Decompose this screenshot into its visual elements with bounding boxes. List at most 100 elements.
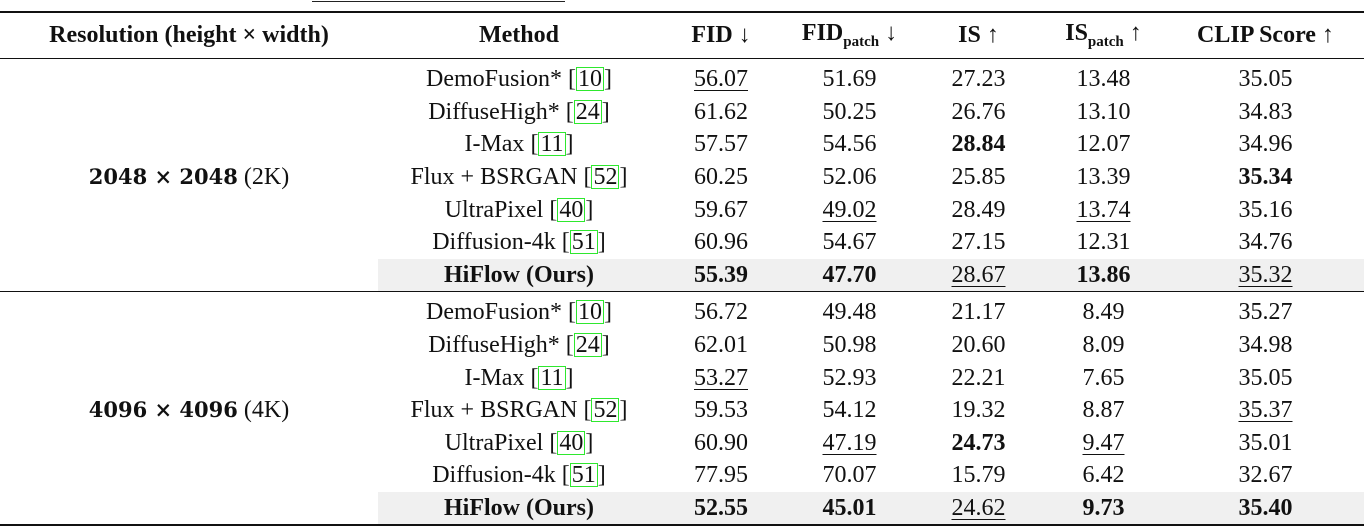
fid-cell: 62.01: [660, 329, 782, 362]
is-value: 26.76: [951, 98, 1006, 125]
is-value: 20.60: [951, 332, 1006, 359]
clip-cell: 35.40: [1167, 491, 1364, 527]
results-table: Resolution (height × width) Method FID ↓…: [0, 11, 1364, 527]
is-cell: 20.60: [917, 329, 1040, 362]
fid-patch-cell: 45.01: [782, 491, 917, 527]
is-patch-value: 8.87: [1082, 397, 1125, 424]
fid-cell: 56.07: [660, 59, 782, 96]
method-name: DiffuseHigh*: [428, 332, 560, 359]
fid-patch-value: 54.56: [822, 131, 877, 158]
clip-value: 35.05: [1238, 66, 1293, 93]
citation-link[interactable]: 51: [569, 462, 598, 489]
is-cell: 22.21: [917, 361, 1040, 394]
fid-value: 60.25: [694, 164, 748, 191]
citation-link[interactable]: 10: [576, 299, 604, 326]
fid-patch-cell: 54.67: [782, 226, 917, 259]
header-is-patch: ISpatch ↑: [1040, 11, 1167, 59]
citation-link[interactable]: 40: [557, 429, 586, 456]
fid-patch-cell: 51.69: [782, 59, 917, 96]
method-name: UltraPixel: [444, 196, 544, 223]
citation-link[interactable]: 11: [538, 131, 566, 158]
is-patch-value: 9.47: [1082, 429, 1125, 456]
citation-link[interactable]: 40: [557, 196, 586, 223]
fid-patch-value: 47.19: [822, 429, 877, 456]
resolution-label: (2K): [237, 164, 290, 191]
header-method: Method: [378, 11, 660, 59]
resolution-cell: 2048 × 2048 (2K): [0, 58, 378, 293]
citation-link[interactable]: 51: [569, 229, 598, 256]
clip-cell: 35.37: [1167, 394, 1364, 427]
fid-patch-value: 54.12: [822, 397, 877, 424]
table-row: 2048 × 2048 (2K) DemoFusion* [10] 56.07 51.…: [0, 58, 1364, 293]
clip-cell: 34.83: [1167, 96, 1364, 129]
table-row: Diffusion-4k [51] 60.96 54.67 27.15 12.31 34.…: [0, 226, 1364, 259]
method-cell: I-Max [11]: [464, 364, 574, 391]
clip-value: 35.32: [1238, 261, 1293, 288]
is-patch-value: 9.73: [1082, 495, 1125, 522]
citation-link[interactable]: 24: [573, 98, 602, 125]
is-cell: 27.15: [917, 226, 1040, 259]
resolution-value: 4096 × 4096: [88, 397, 238, 423]
is-patch-cell: 13.48: [1040, 59, 1167, 96]
method-cell: DiffuseHigh* [24]: [428, 332, 610, 359]
is-patch-value: 13.86: [1076, 261, 1131, 288]
fid-patch-base: FID: [801, 20, 844, 47]
method-name: HiFlow (Ours): [444, 495, 594, 522]
clip-value: 35.01: [1238, 429, 1293, 456]
method-name: Diffusion-4k: [432, 462, 556, 489]
fid-value: 62.01: [694, 332, 748, 359]
clip-cell: 34.98: [1167, 329, 1364, 362]
citation-link[interactable]: 11: [538, 364, 566, 391]
table-row: UltraPixel [40] 59.67 49.02 28.49 13.74 35.16: [0, 193, 1364, 226]
method-cell: HiFlow (Ours): [378, 258, 660, 293]
table-row: DiffuseHigh* [24] 62.01 50.98 20.60 8.09 34.9…: [0, 329, 1364, 362]
is-patch-value: 13.10: [1076, 98, 1131, 125]
is-cell: 21.17: [917, 292, 1040, 329]
fid-value: 59.67: [694, 196, 748, 223]
clip-cell: 35.32: [1167, 258, 1364, 293]
fid-patch-value: 49.02: [822, 196, 877, 223]
method-name: HiFlow (Ours): [444, 261, 594, 288]
fid-patch-cell: 54.56: [782, 128, 917, 161]
fid-patch-cell: 50.25: [782, 96, 917, 129]
fid-patch-value: 47.70: [822, 261, 877, 288]
fid-patch-cell: 47.70: [782, 258, 917, 293]
clip-cell: 35.16: [1167, 193, 1364, 226]
citation-link[interactable]: 52: [591, 164, 620, 191]
citation-link[interactable]: 10: [576, 66, 604, 93]
fid-cell: 53.27: [660, 361, 782, 394]
is-value: 21.17: [951, 299, 1006, 326]
is-patch-cell: 8.87: [1040, 394, 1167, 427]
method-name: Flux + BSRGAN: [410, 164, 578, 191]
is-patch-cell: 7.65: [1040, 361, 1167, 394]
fid-patch-value: 50.25: [822, 98, 877, 125]
fid-value: 57.57: [694, 131, 748, 158]
is-patch-value: 7.65: [1082, 364, 1125, 391]
clip-cell: 34.76: [1167, 226, 1364, 259]
is-value: 22.21: [951, 364, 1006, 391]
method-name: Diffusion-4k: [432, 229, 556, 256]
is-patch-cell: 12.07: [1040, 128, 1167, 161]
is-patch-cell: 13.74: [1040, 193, 1167, 226]
is-value: 25.85: [951, 164, 1006, 191]
citation-link[interactable]: 52: [591, 397, 620, 424]
is-cell: 26.76: [917, 96, 1040, 129]
table-row: 4096 × 4096 (4K) DemoFusion* [10] 56.72 49.…: [0, 291, 1364, 527]
citation-link[interactable]: 24: [573, 332, 602, 359]
clip-cell: 35.27: [1167, 292, 1364, 329]
header-fid: FID ↓: [660, 11, 782, 59]
is-cell: 27.23: [917, 59, 1040, 96]
fid-patch-cell: 70.07: [782, 459, 917, 492]
is-value: 27.15: [951, 229, 1006, 256]
header-clip: CLIP Score ↑: [1167, 11, 1364, 59]
fid-cell: 59.53: [660, 394, 782, 427]
fid-value: 53.27: [694, 364, 748, 391]
method-cell: UltraPixel [40]: [444, 429, 594, 456]
table-row: Flux + BSRGAN [52] 60.25 52.06 25.85 13.39 35…: [0, 161, 1364, 194]
is-cell: 15.79: [917, 459, 1040, 492]
method-cell: DiffuseHigh* [24]: [428, 98, 610, 125]
method-cell: Flux + BSRGAN [52]: [410, 397, 628, 424]
is-cell: 24.62: [917, 491, 1040, 527]
is-patch-value: 13.48: [1076, 66, 1131, 93]
method-cell: Diffusion-4k [51]: [432, 229, 606, 256]
